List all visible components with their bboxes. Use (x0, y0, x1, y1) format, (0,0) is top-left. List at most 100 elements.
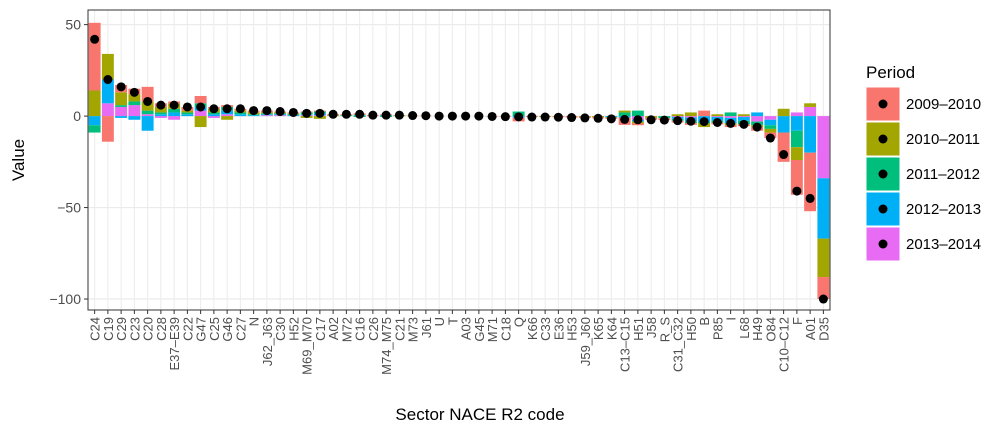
bar-segment (751, 112, 763, 116)
total-dot (461, 112, 470, 121)
bar-segment (115, 105, 127, 107)
bar-segment (778, 116, 790, 132)
bar-segment (778, 109, 790, 116)
bar-segment (764, 116, 776, 120)
total-dot (289, 108, 298, 117)
bar-segment (221, 114, 233, 116)
total-dot (117, 82, 126, 91)
bar-segment (817, 239, 829, 277)
bar-segment (155, 116, 167, 118)
total-dot (156, 101, 165, 110)
total-dot (421, 111, 430, 120)
y-tick-label: −100 (49, 291, 81, 307)
total-dot (329, 110, 338, 119)
bar-segment (791, 112, 803, 116)
bar-segment (155, 114, 167, 116)
bar-segment (208, 114, 220, 116)
bar-segment (89, 23, 101, 91)
total-dot (700, 117, 709, 126)
total-dot (580, 113, 589, 122)
total-dot (673, 116, 682, 125)
bar-segment (791, 116, 803, 131)
bar-segment (155, 112, 167, 114)
plot-panel (88, 10, 830, 310)
bar-segment (751, 116, 763, 121)
bar-segment (804, 107, 816, 116)
total-dot (647, 115, 656, 124)
bar-segment (791, 131, 803, 147)
bar-segment (764, 120, 776, 125)
legend-dot (879, 170, 888, 179)
bar-segment (764, 129, 776, 133)
bar-segment (685, 112, 697, 116)
total-dot (488, 112, 497, 121)
total-dot (395, 111, 404, 120)
bar-segment (738, 114, 750, 116)
total-dot (408, 111, 417, 120)
total-dot (806, 194, 815, 203)
bar-segment (128, 105, 140, 116)
total-dot (766, 134, 775, 143)
bar-segment (711, 114, 723, 116)
bar-segment (89, 125, 101, 132)
bar-segment (128, 116, 140, 120)
bar-segment (711, 116, 723, 117)
legend-dot (879, 240, 888, 249)
legend-label: 2012–2013 (906, 201, 981, 218)
total-dot (90, 35, 99, 44)
bar-segment (195, 116, 207, 127)
bar-segment (804, 116, 816, 153)
bar-segment (128, 101, 140, 105)
bar-segment (248, 115, 260, 116)
bar-segment (168, 116, 180, 120)
total-dot (249, 106, 258, 115)
total-dot (382, 111, 391, 120)
total-dot (726, 119, 735, 128)
bar-segment (115, 92, 127, 105)
total-dot (594, 114, 603, 123)
total-dot (527, 113, 536, 122)
total-dot (607, 114, 616, 123)
total-dot (567, 113, 576, 122)
bar-segment (804, 103, 816, 107)
legend-dot (879, 100, 888, 109)
bar-segment (261, 115, 273, 116)
bar-segment (791, 147, 803, 160)
total-dot (130, 88, 139, 97)
bar-segment (195, 96, 207, 103)
bar-segment (725, 112, 737, 116)
bar-segment (181, 114, 193, 116)
total-dot (474, 112, 483, 121)
total-dot (633, 115, 642, 124)
legend-label: 2011–2012 (906, 166, 980, 183)
bar-segment (698, 111, 710, 116)
total-dot (660, 116, 669, 125)
total-dot (514, 112, 523, 121)
x-axis-title: Sector NACE R2 code (395, 405, 564, 424)
total-dot (368, 111, 377, 120)
bar-segment (672, 114, 684, 116)
bar-segment (115, 107, 127, 116)
legend-dot (879, 135, 888, 144)
bar-segment (89, 90, 101, 116)
total-dot (686, 117, 695, 126)
bar-segment (208, 116, 220, 118)
total-dot (554, 113, 563, 122)
bar-segment (89, 116, 101, 125)
total-dot (739, 120, 748, 129)
y-tick-label: 50 (65, 17, 81, 33)
bar-segment (817, 178, 829, 238)
bar-segment (738, 116, 750, 117)
bar-segment (181, 112, 193, 114)
total-dot (792, 187, 801, 196)
x-tick-label: D35 (816, 317, 831, 341)
legend-label: 2010–2011 (906, 131, 980, 148)
total-dot (183, 102, 192, 111)
bar-segment (619, 111, 631, 113)
bar-segment (115, 116, 127, 118)
total-dot (448, 112, 457, 121)
total-dot (170, 101, 179, 110)
total-dot (143, 97, 152, 106)
bar-segment (817, 116, 829, 178)
